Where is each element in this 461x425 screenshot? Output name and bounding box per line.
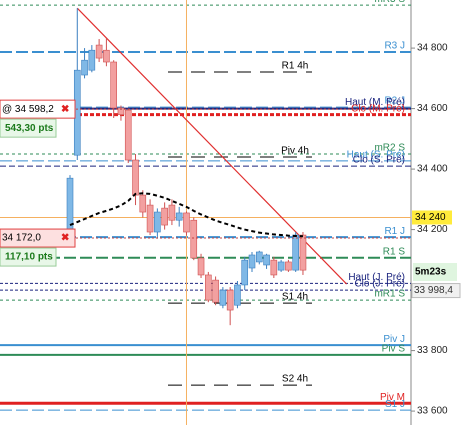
points-box [0,118,57,138]
candle-body [168,204,176,221]
candle-body [117,107,125,115]
candle-body [226,289,234,311]
y-tick-label: 34 800 [417,43,448,54]
candle-body [139,194,147,213]
candle-body [124,109,132,161]
level-label: R1 J [384,226,405,237]
level-label: R1 S [383,246,406,257]
y-tick-label: 34 600 [417,103,448,114]
price-label-bg [411,283,461,299]
level-label: mR1 S [374,289,405,300]
level-label: Piv 4h [281,146,309,157]
level-label: Clo (M. Pré) [351,103,405,114]
level-label: Piv J [383,334,405,345]
level-label: S1 4h [282,292,308,303]
level-label: S1 J [385,399,405,410]
candle-body [219,289,227,306]
price-label: 33 998,4 [414,285,453,296]
level-label: mR2 S [374,143,405,154]
crosshair-label: 34 240 [415,212,446,223]
candle-body [183,212,190,233]
candle-body [263,254,270,266]
order-box [0,228,76,248]
candle-body [103,49,110,63]
candle-body [299,234,307,271]
candle-body [175,212,183,221]
candle-body [190,219,198,259]
candle-body [241,259,249,286]
candle-body [161,207,168,226]
order-label: 34 172,0 [2,233,41,244]
countdown-bg [413,263,457,281]
candle-body [154,211,161,233]
candle-body [132,159,139,196]
level-label: S2 4h [282,374,308,385]
points-box [0,247,57,267]
countdown: 5m23s [415,267,447,278]
candle-body [95,44,103,59]
y-tick-label: 34 400 [417,164,448,175]
crosshair-label-bg [412,210,452,225]
level-label: R1 4h [282,61,309,72]
candle-body [81,59,88,76]
candle-body [292,234,299,271]
candle-body [212,279,219,303]
level-label: mR3 S [374,0,405,5]
candle-body [234,284,241,306]
candle-body [277,261,285,271]
moving-average [69,192,304,238]
order-box [0,99,76,119]
candle-body [146,204,154,233]
y-tick-label: 34 200 [417,224,448,235]
level-label: Piv M [380,392,405,403]
candle-body [205,274,212,301]
candle-body [285,261,292,271]
level-label: Clo (S. Pré) [353,155,405,166]
level-label: Haut (S. Pré) [347,150,405,161]
points-label: 117,10 pts [5,252,53,263]
level-label: Haut (J. Pré) [348,272,405,283]
candle-body [88,49,96,71]
candle-body [197,257,205,276]
candle-body [110,61,117,109]
y-tick-label: 33 600 [417,406,448,417]
candle-body [255,251,263,263]
order-close: ✖ [61,233,69,244]
candle-body [248,254,256,269]
level-label: Clo (J. Pré) [354,279,405,290]
order-close: ✖ [61,104,69,115]
candle-body [270,259,278,276]
level-label: R3 J [384,41,405,52]
y-tick-label: 33 800 [417,345,448,356]
points-label: 543,30 pts [5,123,54,134]
level-label: R2 J [384,96,405,107]
order-label: @ 34 598,2 [2,104,54,115]
level-label: Piv S [382,343,406,354]
level-label: Haut (M. Pré) [345,97,405,108]
